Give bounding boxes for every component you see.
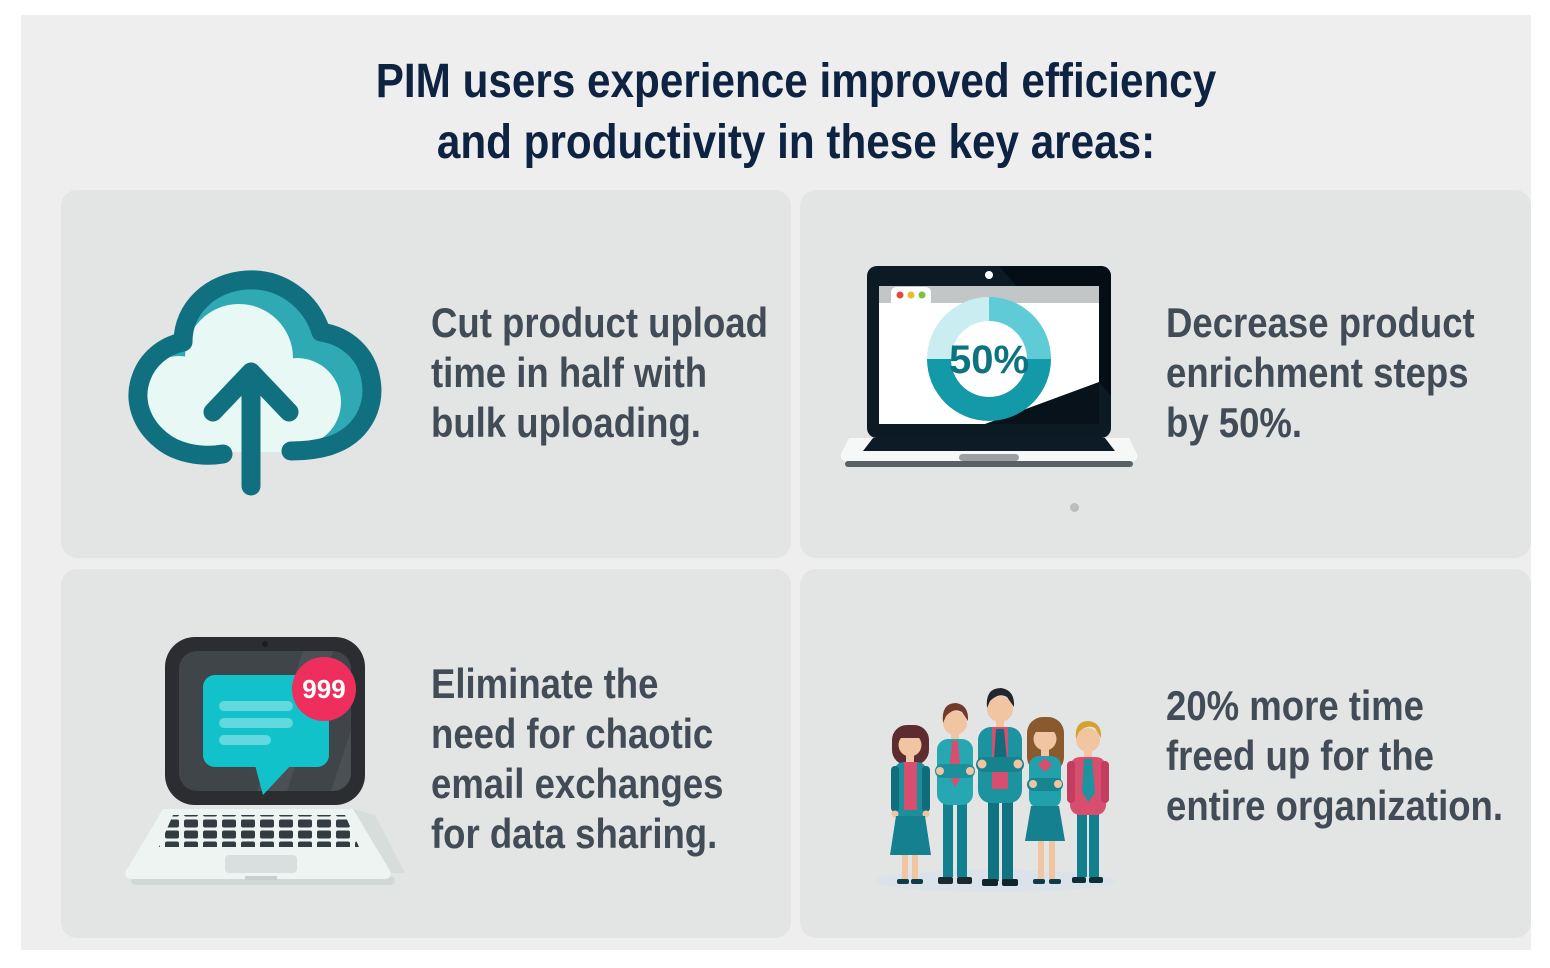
base-shadow <box>845 461 1133 467</box>
notification-badge-count: 999 <box>302 674 345 704</box>
cloud-upload-icon <box>128 270 382 496</box>
cloud-outline <box>128 270 382 465</box>
keyboard-inset <box>863 438 1115 451</box>
laptop-chat-notification-icon: 999 <box>125 637 405 885</box>
page-title-line-1: PIM users experience improved efficiency <box>375 55 1217 108</box>
base-side-flap <box>353 809 405 873</box>
traffic-yellow-dot-icon <box>907 291 915 299</box>
webcam-dot-icon <box>985 271 993 279</box>
team-people-icon <box>875 688 1115 892</box>
infographic-panel: PIM users experience improved efficiency… <box>21 15 1531 950</box>
card-enrichment-text: Decrease product enrichment steps by 50%… <box>1166 298 1475 448</box>
text-line: entire organization. <box>1166 782 1504 829</box>
traffic-red-dot-icon <box>896 291 904 299</box>
text-line: Cut product upload <box>431 299 768 346</box>
card-time-freed-text: 20% more time freed up for the entire or… <box>1166 681 1503 831</box>
donut-segment-dark <box>927 359 1051 421</box>
keyboard-keys <box>159 815 359 847</box>
donut-segment-light <box>927 297 989 359</box>
laptop-progress-donut-icon: 50% <box>840 266 1138 467</box>
person-woman-long-hair <box>1025 717 1065 884</box>
person-man-center <box>976 688 1024 886</box>
card-time-freed: 20% more time freed up for the entire or… <box>800 569 1531 938</box>
page-title-line-2: and productivity in these key areas: <box>436 116 1156 169</box>
card-bulk-upload-text: Cut product upload time in half with bul… <box>431 298 768 448</box>
base-notch <box>959 454 1019 461</box>
text-line: time in half with <box>431 349 708 396</box>
card-email: 999 Eliminate the need for chaotic email… <box>61 569 791 938</box>
donut-percentage-label: 50% <box>949 338 1029 382</box>
text-line: 20% more time <box>1166 682 1424 729</box>
text-line: email exchanges <box>431 760 724 807</box>
traffic-green-dot-icon <box>918 291 926 299</box>
browser-bar <box>879 286 1099 303</box>
base-notch <box>245 876 277 880</box>
card-bulk-upload: Cut product upload time in half with bul… <box>61 190 791 558</box>
chat-bubble-tail <box>255 765 291 795</box>
text-line: for data sharing. <box>431 810 718 857</box>
text-line: Decrease product <box>1166 299 1475 346</box>
notification-badge <box>292 657 356 721</box>
upload-arrow-icon <box>203 362 299 496</box>
decorative-dot <box>1070 503 1079 512</box>
card-email-text: Eliminate the need for chaotic email exc… <box>431 659 723 859</box>
page-title: PIM users experience improved efficiency… <box>114 51 1478 173</box>
text-line: Eliminate the <box>431 660 659 707</box>
text-line: freed up for the <box>1166 732 1434 779</box>
webcam-dot-icon <box>262 641 268 647</box>
chat-text-lines <box>219 701 293 745</box>
text-line: bulk uploading. <box>431 399 701 446</box>
trackpad <box>225 855 297 873</box>
person-man-teal-shirt <box>935 703 975 884</box>
text-line: by 50%. <box>1166 399 1303 446</box>
card-enrichment: 50% Decrease product enrichment steps by… <box>800 190 1531 558</box>
person-woman-bob <box>890 725 931 884</box>
text-line: enrichment steps <box>1166 349 1469 396</box>
donut-segment-mid <box>989 297 1051 359</box>
text-line: need for chaotic <box>431 710 714 757</box>
person-man-pink-shirt <box>1067 721 1109 883</box>
